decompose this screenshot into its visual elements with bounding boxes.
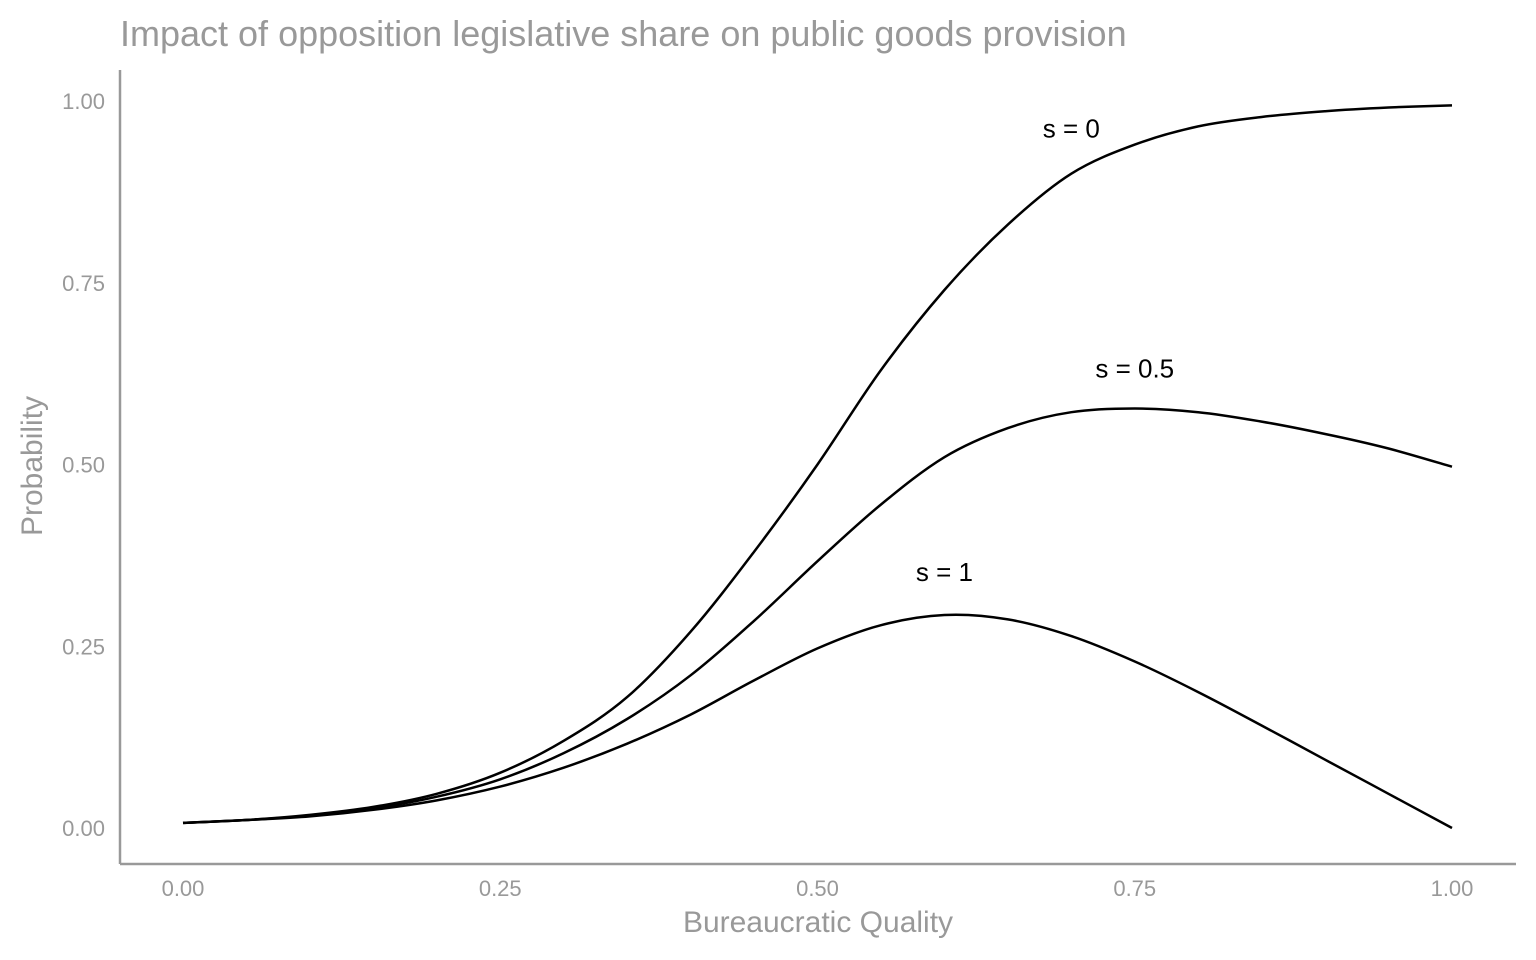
series-labels: s = 0 s = 0.5 s = 1	[916, 113, 1174, 586]
x-tick-label: 0.00	[162, 876, 205, 901]
series-lines	[182, 104, 1453, 830]
series-line-1	[182, 407, 1453, 825]
x-tick-label: 0.25	[479, 876, 522, 901]
series-label-2: s = 1	[916, 557, 973, 587]
y-tick-label: 0.00	[62, 816, 105, 841]
y-tick-label: 0.75	[62, 271, 105, 296]
series-label-0: s = 0	[1043, 113, 1100, 143]
series-line-2	[182, 613, 1453, 830]
x-tick-labels: 0.00 0.25 0.50 0.75 1.00	[162, 876, 1474, 901]
chart-title: Impact of opposition legislative share o…	[120, 13, 1127, 54]
y-tick-label: 1.00	[62, 89, 105, 114]
series-line-0	[182, 104, 1453, 825]
series-label-1: s = 0.5	[1095, 353, 1174, 383]
x-axis-title: Bureaucratic Quality	[683, 906, 953, 939]
x-tick-label: 0.75	[1113, 876, 1156, 901]
y-tick-label: 0.50	[62, 453, 105, 478]
x-tick-label: 1.00	[1431, 876, 1474, 901]
x-tick-label: 0.50	[796, 876, 839, 901]
y-tick-labels: 0.00 0.25 0.50 0.75 1.00	[62, 89, 105, 841]
y-axis-title: Probability	[16, 396, 49, 536]
y-tick-label: 0.25	[62, 634, 105, 659]
